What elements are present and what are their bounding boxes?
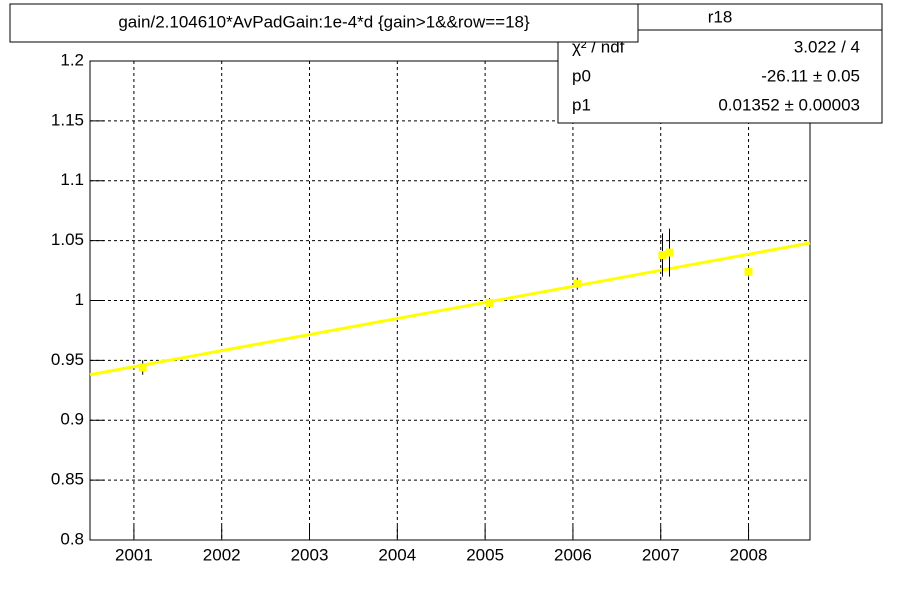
y-tick-label: 1.2: [60, 50, 84, 69]
x-tick-label: 2001: [115, 545, 153, 564]
y-tick-label: 0.95: [51, 350, 84, 369]
stats-title: r18: [708, 7, 733, 26]
y-tick-label: 1.05: [51, 230, 84, 249]
marker: [138, 363, 147, 372]
y-tick-label: 1: [75, 290, 84, 309]
x-tick-label: 2002: [203, 545, 241, 564]
y-tick-label: 0.85: [51, 470, 84, 489]
stats-label: p1: [572, 95, 591, 114]
y-tick-label: 1.1: [60, 170, 84, 189]
chart-title: gain/2.104610*AvPadGain:1e-4*d {gain>1&&…: [118, 12, 530, 31]
y-tick-label: 0.8: [60, 529, 84, 548]
y-tick-label: 0.9: [60, 410, 84, 429]
x-tick-label: 2005: [466, 545, 504, 564]
marker: [573, 279, 582, 288]
marker: [485, 298, 494, 307]
x-tick-label: 2007: [642, 545, 680, 564]
x-tick-label: 2004: [378, 545, 416, 564]
x-tick-label: 2003: [291, 545, 329, 564]
stats-value: 3.022 / 4: [794, 37, 860, 56]
stats-value: -26.11 ± 0.05: [761, 66, 860, 85]
fit-line: [89, 241, 811, 377]
stats-label: p0: [572, 66, 591, 85]
title-box: [9, 3, 639, 43]
marker: [665, 248, 674, 257]
x-tick-label: 2008: [730, 545, 768, 564]
plot: 0.8 0.85 0.9 0.95 1 1.05 1.1 1.15 1.2 2001 2002 200…: [51, 50, 811, 564]
marker: [658, 250, 667, 259]
marker: [744, 267, 753, 276]
stats-value: 0.01352 ± 0.00003: [718, 95, 860, 114]
x-tick-label: 2006: [554, 545, 592, 564]
y-tick-label: 1.15: [51, 110, 84, 129]
